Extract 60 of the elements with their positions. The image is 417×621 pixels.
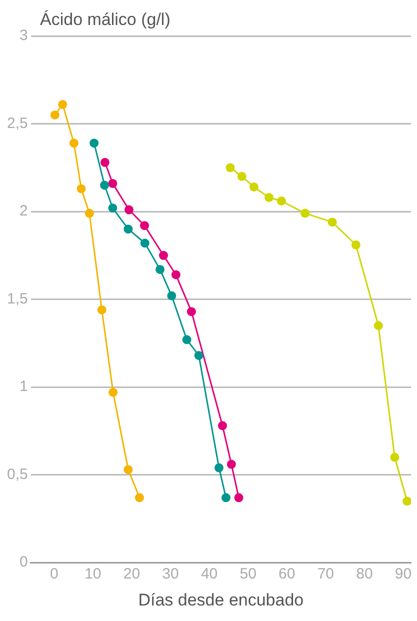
point — [100, 180, 110, 190]
point — [90, 138, 99, 148]
y-tick-label: 1 — [20, 378, 28, 396]
point — [234, 493, 244, 502]
point — [159, 250, 168, 260]
point — [124, 224, 133, 234]
point — [58, 100, 68, 109]
point — [276, 196, 286, 206]
point — [171, 270, 180, 280]
point — [108, 204, 118, 213]
point — [218, 421, 227, 430]
point — [374, 321, 383, 330]
point — [351, 240, 360, 250]
point — [182, 335, 192, 344]
point — [249, 182, 258, 192]
point — [390, 452, 400, 462]
x-tick-label: 90 — [394, 566, 412, 583]
point — [264, 192, 274, 202]
point — [194, 350, 204, 360]
x-tick-label: 0 — [50, 566, 58, 583]
x-axis-title: Días desde encubado — [138, 590, 304, 610]
point — [124, 465, 133, 474]
y-axis-title: Ácido málico (g/l) — [40, 10, 170, 30]
point — [108, 178, 118, 188]
point — [221, 493, 230, 502]
point — [108, 388, 118, 397]
x-tick-label: 50 — [240, 566, 256, 583]
point — [124, 205, 134, 214]
y-tick-label: 0 — [20, 554, 28, 571]
x-tick-label: 60 — [278, 566, 296, 583]
point — [186, 307, 196, 316]
x-tick-label: 20 — [123, 566, 140, 583]
point — [156, 264, 165, 274]
point — [84, 208, 94, 218]
y-tick-label: 2,5 — [6, 114, 28, 132]
y-tick-label: 2 — [20, 202, 28, 220]
point — [214, 463, 224, 472]
point — [328, 218, 337, 227]
point — [97, 305, 106, 314]
y-tick-label: 1,5 — [6, 290, 28, 308]
point — [140, 238, 150, 248]
x-tick-label: 30 — [162, 566, 179, 583]
point — [167, 291, 176, 300]
point — [76, 184, 86, 194]
point — [69, 138, 78, 148]
x-tick-label: 70 — [317, 566, 334, 583]
x-tick-label: 40 — [200, 566, 218, 583]
x-tick-label: 80 — [356, 566, 373, 583]
point — [50, 110, 60, 120]
point — [300, 208, 310, 218]
point — [134, 493, 144, 502]
point — [100, 158, 110, 167]
y-tick-label: 3 — [20, 27, 28, 44]
point — [226, 460, 236, 469]
point — [237, 172, 246, 181]
y-tick-label: 0,5 — [6, 466, 28, 483]
x-tick-label: 10 — [84, 566, 102, 583]
point — [402, 496, 411, 506]
point — [226, 163, 235, 172]
point — [140, 221, 150, 230]
